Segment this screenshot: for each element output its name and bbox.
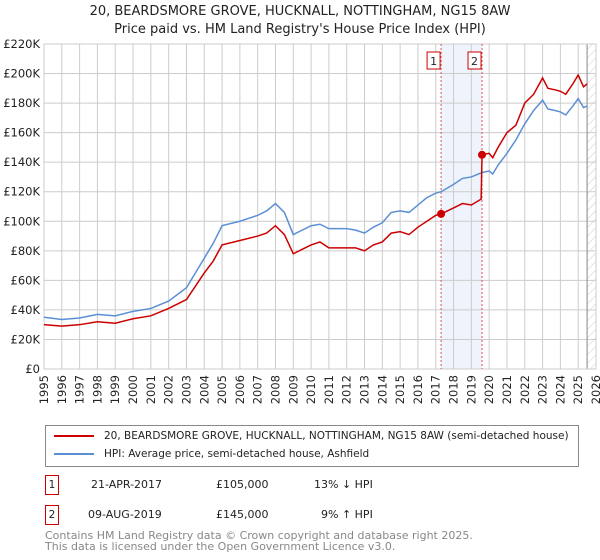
y-tick-label: £60K (11, 273, 41, 287)
y-tick-label: £180K (3, 96, 40, 110)
x-tick-label: 2014 (375, 375, 389, 404)
x-tick-label: 2001 (144, 375, 158, 404)
y-tick-label: £200K (3, 67, 40, 81)
sale-period-band (441, 44, 483, 369)
sale-price: £145,000 (216, 508, 269, 521)
x-tick-label: 2021 (500, 375, 514, 404)
chart-subtitle: Price paid vs. HM Land Registry's House … (114, 22, 486, 37)
x-tick-label: 1995 (37, 375, 51, 404)
sale-hpi: 9% ↑ HPI (321, 508, 373, 521)
x-tick-label: 2008 (268, 375, 282, 404)
sale-badge: 2 (45, 505, 59, 525)
y-tick-label: £100K (3, 214, 40, 228)
sale-date: 21-APR-2017 (91, 478, 163, 491)
x-tick-label: 2003 (179, 375, 193, 404)
x-tick-label: 2016 (411, 375, 425, 404)
x-tick-label: 1996 (55, 375, 69, 404)
y-tick-label: £160K (3, 126, 40, 140)
x-tick-label: 2019 (464, 375, 478, 404)
y-tick-label: £80K (11, 244, 41, 258)
sale-point (478, 150, 487, 159)
x-tick-label: 1998 (90, 375, 104, 404)
sale-date: 09-AUG-2019 (88, 508, 162, 521)
footer-line: This data is licensed under the Open Gov… (45, 540, 396, 553)
x-tick-label: 2000 (126, 375, 140, 404)
sale-point (437, 209, 446, 218)
plot-frame (43, 43, 597, 370)
y-tick-label: £120K (3, 185, 40, 199)
y-tick-label: £40K (11, 303, 41, 317)
sale-hpi: 13% ↓ HPI (314, 478, 373, 491)
x-tick-label: 2017 (429, 375, 443, 404)
sale-label-box (467, 51, 482, 70)
sale-badge: 1 (45, 475, 59, 495)
x-tick-label: 2013 (358, 375, 372, 404)
legend-swatch (54, 435, 94, 437)
legend-item-property: 20, BEARDSMORE GROVE, HUCKNALL, NOTTINGH… (54, 430, 569, 442)
x-tick-label: 2018 (447, 375, 461, 404)
footer: Contains HM Land Registry data © Crown c… (45, 530, 473, 552)
x-tick-label: 2006 (233, 375, 247, 404)
x-tick-label: 2010 (304, 375, 318, 404)
x-tick-label: 2007 (251, 375, 265, 404)
legend-item-hpi: HPI: Average price, semi-detached house,… (54, 448, 369, 460)
forecast-hatch (587, 44, 596, 369)
x-tick-label: 2015 (393, 375, 407, 404)
x-tick-label: 2026 (589, 375, 600, 404)
sale-row: 2 09-AUG-2019 £145,000 9% ↑ HPI (45, 505, 445, 525)
series-line (43, 97, 588, 321)
x-tick-label: 2022 (518, 375, 532, 404)
x-tick-label: 2024 (553, 375, 567, 404)
sale-label: 2 (471, 55, 478, 68)
footer-line: Contains HM Land Registry data © Crown c… (45, 529, 473, 542)
legend-swatch (54, 453, 94, 455)
y-tick-label: £0 (25, 362, 40, 376)
x-tick-label: 2025 (571, 375, 585, 404)
sale-row: 1 21-APR-2017 £105,000 13% ↓ HPI (45, 475, 445, 495)
x-tick-label: 2011 (322, 375, 336, 404)
sale-price: £105,000 (216, 478, 269, 491)
y-tick-label: £220K (3, 37, 40, 51)
x-tick-label: 1999 (108, 375, 122, 404)
x-tick-label: 1997 (73, 375, 87, 404)
x-tick-label: 2005 (215, 375, 229, 404)
x-tick-label: 2012 (340, 375, 354, 404)
x-tick-label: 2002 (162, 375, 176, 404)
y-tick-label: £20K (11, 332, 41, 346)
y-tick-label: £140K (3, 155, 40, 169)
price-chart: 1995 1996 1997 1998 1999 2000 2001 2002 2003 2004… (3, 37, 600, 404)
sale-label: 1 (430, 55, 437, 68)
x-tick-label: 2023 (536, 375, 550, 404)
chart-title: 20, BEARDSMORE GROVE, HUCKNALL, NOTTINGH… (89, 4, 511, 19)
x-tick-label: 2020 (482, 375, 496, 404)
sale-label-box (426, 51, 441, 70)
series-line (43, 73, 588, 327)
legend: 20, BEARDSMORE GROVE, HUCKNALL, NOTTINGH… (45, 425, 579, 467)
x-tick-label: 2004 (197, 375, 211, 404)
legend-label: 20, BEARDSMORE GROVE, HUCKNALL, NOTTINGH… (104, 430, 569, 442)
x-tick-label: 2009 (286, 375, 300, 404)
legend-label: HPI: Average price, semi-detached house,… (104, 448, 370, 460)
